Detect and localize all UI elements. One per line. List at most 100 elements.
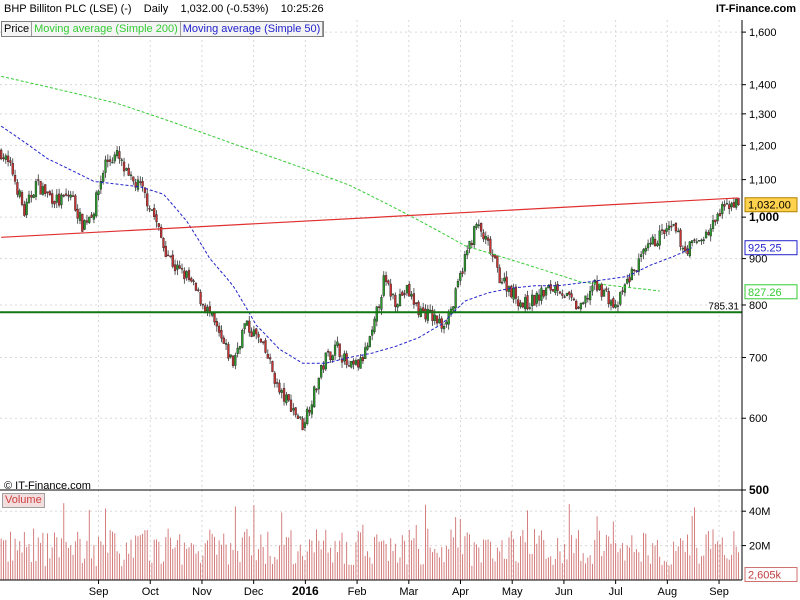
candle-body: [445, 321, 448, 325]
candle-body: [143, 187, 147, 193]
candle-body: [222, 337, 225, 344]
price-panel: [0, 20, 742, 490]
candle-body: [531, 294, 534, 307]
volume-label: Volume: [2, 493, 45, 508]
candle-body: [665, 228, 668, 232]
candle-body: [405, 284, 409, 294]
candle-body: [623, 284, 627, 293]
candle-body: [674, 222, 678, 232]
ma50-last-tag: [744, 240, 798, 256]
candle-body: [194, 283, 198, 291]
candle-body: [686, 248, 689, 255]
candle-body: [642, 249, 645, 254]
volume-bars: [0, 503, 739, 580]
candle-body: [670, 225, 673, 228]
candle-body: [39, 181, 42, 195]
candle-body: [519, 302, 522, 307]
candle-body: [317, 377, 320, 390]
candle-body: [426, 308, 429, 321]
candle-body: [730, 203, 733, 208]
candle-body: [373, 318, 376, 332]
candle-body: [651, 236, 654, 245]
candle-body: [691, 240, 694, 244]
time-tick-label: Mar: [399, 586, 418, 598]
candle-body: [224, 343, 228, 345]
candle-body: [278, 382, 281, 393]
quote-label: 1,032.00 (-0.53%): [180, 3, 269, 15]
candle-body: [169, 255, 172, 258]
candle-body: [157, 223, 160, 227]
candle-body: [470, 242, 473, 246]
candle-body: [132, 176, 135, 182]
candle-body: [396, 304, 399, 308]
candle-body: [185, 271, 188, 278]
candle-body: [37, 179, 40, 181]
candle-body: [213, 312, 216, 323]
price-tick-label: 600: [749, 413, 767, 425]
time-tick-label: Feb: [348, 586, 367, 598]
legend-ma50[interactable]: Moving average (Simple 50): [181, 22, 324, 36]
candle-body: [32, 194, 35, 198]
candle-body: [433, 314, 436, 321]
candle-body: [333, 344, 337, 356]
candle-body: [496, 255, 499, 268]
candle-body: [44, 184, 47, 194]
candle-body: [146, 193, 149, 207]
candle-body: [547, 285, 550, 289]
candle-body: [477, 224, 480, 227]
candle-body: [575, 300, 578, 310]
candle-body: [296, 415, 300, 419]
candle-body: [357, 359, 360, 368]
candle-body: [505, 276, 508, 292]
candle-body: [292, 408, 295, 411]
candle-body: [600, 283, 603, 297]
candle-body: [354, 360, 358, 365]
candle-body: [250, 331, 253, 337]
legend-price[interactable]: Price: [2, 22, 33, 36]
candle-body: [382, 275, 385, 296]
axes: 1,600 1,400 1,300 1,200 1,100 1,000 900 800 700 6…: [0, 20, 798, 598]
brand-label[interactable]: IT-Finance.com: [715, 3, 796, 15]
candle-body: [605, 288, 608, 291]
legend-ma200[interactable]: Moving average (Simple 200): [32, 22, 181, 36]
candle-body: [725, 203, 729, 205]
chart-header: BHP Billiton PLC (LSE) (-) Daily 1,032.0…: [4, 3, 324, 15]
candle-body: [234, 355, 237, 366]
price-last-label: 1,032.00: [748, 200, 791, 212]
volume-panel: [0, 492, 742, 580]
candle-body: [255, 328, 258, 335]
candle-body: [371, 329, 374, 336]
candle-body: [417, 301, 420, 315]
candle-body: [535, 292, 538, 304]
candle-body: [197, 289, 200, 291]
candle-body: [76, 208, 79, 219]
support-label: 785.31: [708, 301, 739, 312]
candle-body: [178, 265, 181, 269]
candle-body: [352, 360, 355, 365]
candle-body: [120, 159, 123, 161]
candle-body: [331, 355, 334, 361]
candle-body: [463, 254, 467, 272]
candle-body: [480, 223, 483, 232]
candle-body: [510, 285, 513, 298]
candle-body: [303, 422, 307, 428]
candle-body: [572, 298, 576, 301]
candle-body: [570, 293, 573, 298]
candle-body: [129, 174, 133, 177]
candle-body: [243, 323, 246, 330]
candle-body: [171, 254, 174, 267]
candle-body: [104, 159, 107, 173]
candle-body: [366, 345, 369, 350]
candle-body: [199, 291, 202, 305]
candle-body: [48, 191, 51, 195]
price-last-tag: [744, 197, 798, 213]
candle-body: [415, 302, 418, 304]
copyright-label: © IT-Finance.com: [4, 480, 91, 492]
candle-body: [528, 307, 531, 309]
candle-body: [294, 407, 297, 416]
candle-body: [663, 229, 666, 234]
candle-body: [245, 320, 249, 326]
candle-body: [456, 281, 460, 288]
time-tick-label: 2016: [292, 584, 319, 598]
candle-body: [693, 239, 696, 241]
